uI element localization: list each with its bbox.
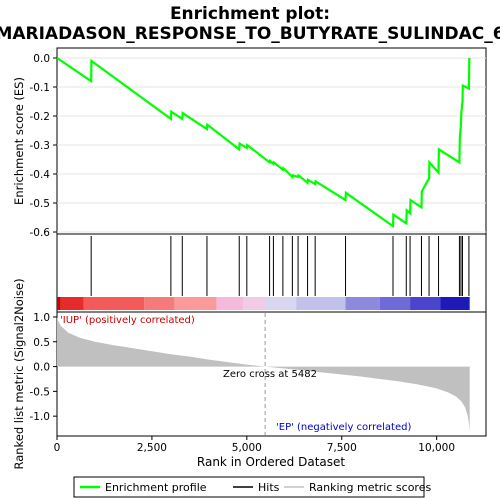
color-bar-segment <box>174 297 217 310</box>
color-bar-segment <box>440 297 470 310</box>
rank-color-bar <box>57 297 470 310</box>
color-bar-segment <box>379 297 411 310</box>
x-tick-label: 5,000 <box>232 442 262 454</box>
zero-cross-label: Zero cross at 5482 <box>223 369 317 380</box>
color-bar-segment <box>83 297 145 310</box>
es-y-tick-label: 0.0 <box>33 53 50 65</box>
es-y-tick-label: -0.5 <box>30 198 51 210</box>
metric-y-ticks: 1.0 0.5 0.0 -0.5 -1.0 <box>30 312 57 423</box>
es-y-tick-label: -0.1 <box>30 82 51 94</box>
es-y-ticks: 0.0 -0.1 -0.2 -0.3 -0.4 -0.5 -0.6 <box>30 53 57 239</box>
color-bar-segment <box>410 297 441 310</box>
x-tick-label: 7,500 <box>327 442 357 454</box>
x-axis-label: Rank in Ordered Dataset <box>197 455 345 469</box>
es-y-axis-label: Enrichment score (ES) <box>12 77 26 205</box>
negative-label: 'EP' (negatively correlated) <box>276 422 411 433</box>
x-tick-label: 10,000 <box>418 442 455 454</box>
legend-metric-label: Ranking metric scores <box>309 481 431 494</box>
x-tick-label: 0 <box>54 442 61 454</box>
hit-lines <box>90 236 470 296</box>
metric-y-axis-label: Ranked list metric (Signal2Noise) <box>12 278 26 469</box>
legend-enrichment-label: Enrichment profile <box>105 481 207 494</box>
es-y-tick-label: -0.3 <box>30 140 51 152</box>
metric-y-tick-label: -0.5 <box>30 386 51 398</box>
metric-y-tick-label: 0.0 <box>33 362 50 374</box>
color-bar-segment <box>216 297 244 310</box>
color-bar-segment <box>296 297 346 310</box>
title-line-2: MARIADASON_RESPONSE_TO_BUTYRATE_SULINDAC… <box>0 24 500 44</box>
color-bar-segment <box>57 297 61 310</box>
legend-hits-label: Hits <box>258 481 280 494</box>
x-tick-label: 2,500 <box>137 442 167 454</box>
title-line-1: Enrichment plot: <box>170 4 330 24</box>
metric-y-tick-label: -1.0 <box>30 411 51 423</box>
x-axis-ticks: 0 2,500 5,000 7,500 10,000 <box>54 436 455 454</box>
color-bar-segment <box>345 297 380 310</box>
color-bar-segment <box>243 297 266 310</box>
hits-panel <box>56 233 487 313</box>
metric-y-tick-label: 1.0 <box>33 312 50 324</box>
ranking-metric-area <box>57 317 470 434</box>
color-bar-segment <box>60 297 84 310</box>
es-y-tick-label: -0.2 <box>30 111 51 123</box>
metric-y-tick-label: 0.5 <box>33 337 50 349</box>
legend: Enrichment profile Hits Ranking metric s… <box>73 476 431 498</box>
enrichment-profile-line <box>56 57 471 229</box>
metric-panel: 1.0 0.5 0.0 -0.5 -1.0 'IUP' (positively corr… <box>12 278 487 470</box>
es-y-tick-label: -0.6 <box>30 227 51 239</box>
color-bar-segment <box>265 297 297 310</box>
es-y-tick-label: -0.4 <box>30 169 51 181</box>
color-bar-segment <box>144 297 175 310</box>
positive-label: 'IUP' (positively correlated) <box>60 315 195 326</box>
es-panel: 0.0 -0.1 -0.2 -0.3 -0.4 -0.5 -0.6 Enrichment s… <box>12 47 487 239</box>
